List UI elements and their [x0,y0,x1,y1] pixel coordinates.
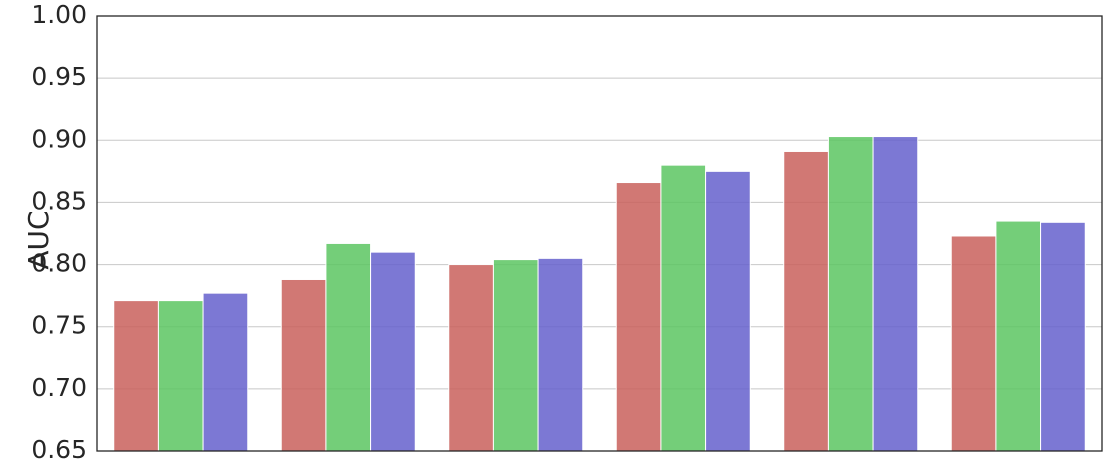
y-tick-label: 0.95 [31,62,87,91]
bar [113,300,159,452]
y-tick-label: 0.85 [31,186,87,215]
y-tick-label: 0.75 [31,311,87,340]
bar [492,259,539,452]
bar [325,242,372,452]
bar [827,136,874,452]
bar [783,150,829,452]
y-tick-label: 0.70 [31,373,87,402]
y-tick-label: 0.90 [31,124,87,153]
bar [202,292,249,452]
bar [995,220,1042,452]
bar [1040,221,1086,452]
y-tick-label: 0.80 [31,249,87,278]
bar [157,300,204,452]
bar [872,136,919,452]
y-axis-label: AUC [22,210,55,269]
bar [537,257,584,452]
bar [705,170,751,452]
bar [660,164,707,452]
bar [950,235,997,452]
bar [615,182,662,452]
bar [370,251,416,452]
y-tick-label: 1.00 [31,0,87,29]
plot-frame [96,15,1103,452]
y-tick-label: 0.65 [31,435,87,464]
bar [448,264,494,452]
bar [280,278,327,452]
